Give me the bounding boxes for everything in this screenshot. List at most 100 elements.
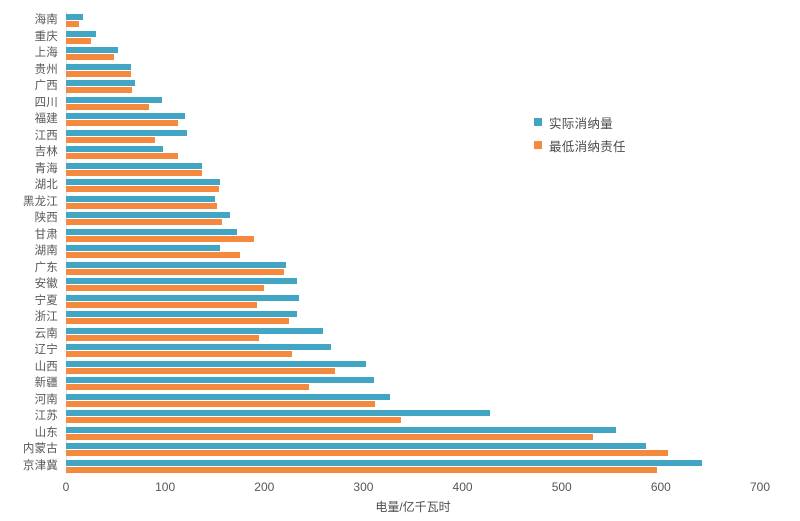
bar-group — [66, 29, 760, 46]
y-axis-label: 吉林 — [34, 146, 58, 159]
bar-actual — [66, 14, 83, 20]
x-tick-label: 100 — [155, 480, 176, 494]
bar-group — [66, 12, 760, 29]
x-axis-title: 电量/亿千瓦时 — [375, 500, 451, 514]
bar-group — [66, 62, 760, 79]
bar-minimum — [66, 37, 91, 44]
bar-actual — [66, 360, 367, 367]
x-tick-label: 400 — [452, 480, 473, 494]
y-axis-category-labels: 海南 重庆 上海 贵州 广西 四川 福建 江西 吉林 青海 湖北 黑龙江 陕西 甘肃 湖南 广东 安徽 宁夏 浙江云… — [0, 12, 62, 474]
y-axis-label: 湖北 — [34, 179, 58, 192]
bar-group — [66, 441, 760, 458]
bar-actual — [66, 30, 96, 37]
y-axis-label: 广东 — [34, 261, 58, 274]
bar-actual — [66, 212, 230, 218]
bar-actual — [66, 459, 702, 466]
bar-actual — [66, 261, 287, 268]
bar-minimum — [66, 367, 335, 374]
bar-group — [66, 227, 760, 244]
bar-actual — [66, 294, 299, 301]
bar-group — [66, 326, 760, 343]
y-axis-label: 新疆 — [34, 377, 58, 390]
bar-group — [66, 425, 760, 442]
y-axis-label: 山东 — [34, 426, 58, 439]
y-axis-label: 福建 — [34, 113, 58, 126]
bar-group — [66, 260, 760, 277]
bar-actual — [66, 393, 391, 400]
y-axis-label: 海南 — [34, 14, 58, 27]
y-axis-label: 广西 — [34, 80, 58, 93]
bar-actual — [66, 410, 491, 416]
bar-minimum — [66, 433, 594, 440]
bar-actual — [66, 47, 118, 53]
y-axis-label: 江苏 — [34, 410, 58, 423]
bar-group — [66, 392, 760, 409]
bar-minimum — [66, 87, 133, 93]
plot-area — [66, 12, 760, 474]
bar-actual — [66, 113, 185, 119]
x-tick-label: 300 — [353, 480, 374, 494]
bar-actual — [66, 129, 187, 136]
bar-actual — [66, 195, 215, 202]
y-axis-label: 安徽 — [34, 278, 58, 291]
bar-actual — [66, 327, 323, 334]
bar-minimum — [66, 334, 260, 341]
bar-minimum — [66, 21, 79, 27]
bar-minimum — [66, 70, 132, 77]
bar-minimum — [66, 219, 222, 225]
bar-minimum — [66, 136, 156, 143]
y-axis-label: 四川 — [34, 96, 58, 109]
bar-minimum — [66, 202, 217, 209]
bar-actual — [66, 344, 331, 350]
y-axis-label: 内蒙古 — [22, 443, 58, 456]
bar-group — [66, 309, 760, 326]
y-axis-label: 青海 — [34, 162, 58, 175]
y-axis-label: 山西 — [34, 360, 58, 373]
bar-group — [66, 128, 760, 145]
bar-minimum — [66, 235, 255, 242]
bar-group — [66, 111, 760, 128]
y-axis-label: 陕西 — [34, 212, 58, 225]
y-axis-label: 宁夏 — [34, 294, 58, 307]
x-tick-label: 500 — [551, 480, 572, 494]
bar-minimum — [66, 120, 179, 126]
legend-item-minimum[interactable]: 最低消纳责任 — [534, 137, 694, 154]
bar-minimum — [66, 186, 219, 192]
bar-actual — [66, 96, 163, 103]
y-axis-label: 贵州 — [34, 63, 58, 76]
bar-minimum — [66, 318, 290, 324]
bar-minimum — [66, 285, 265, 291]
y-axis-label: 上海 — [34, 47, 58, 60]
bar-actual — [66, 245, 220, 251]
bar-actual — [66, 179, 220, 185]
bar-group — [66, 144, 760, 161]
legend-label-actual: 实际消纳量 — [549, 116, 614, 131]
bar-group — [66, 408, 760, 425]
y-axis-label: 辽宁 — [34, 344, 58, 357]
bar-minimum — [66, 169, 202, 176]
bar-actual — [66, 162, 202, 169]
legend-item-actual[interactable]: 实际消纳量 — [534, 114, 694, 131]
bar-group — [66, 276, 760, 293]
bar-group — [66, 359, 760, 376]
legend-label-minimum: 最低消纳责任 — [549, 139, 626, 154]
bar-group — [66, 78, 760, 95]
chart-legend: 实际消纳量 最低消纳责任 — [534, 114, 694, 160]
y-axis-label: 黑龙江 — [22, 195, 58, 208]
y-axis-label: 湖南 — [34, 245, 58, 258]
legend-swatch-actual — [534, 118, 542, 126]
y-axis-label: 江西 — [34, 129, 58, 142]
bar-actual — [66, 80, 136, 86]
bar-actual — [66, 278, 297, 284]
y-axis-line — [66, 12, 67, 474]
y-axis-label: 重庆 — [34, 30, 58, 43]
bar-group — [66, 210, 760, 227]
x-tick-label: 600 — [650, 480, 671, 494]
bar-group — [66, 177, 760, 194]
bar-group — [66, 375, 760, 392]
y-axis-label: 甘肃 — [34, 228, 58, 241]
bar-actual — [66, 377, 375, 383]
bar-actual — [66, 443, 646, 449]
bar-group — [66, 161, 760, 178]
